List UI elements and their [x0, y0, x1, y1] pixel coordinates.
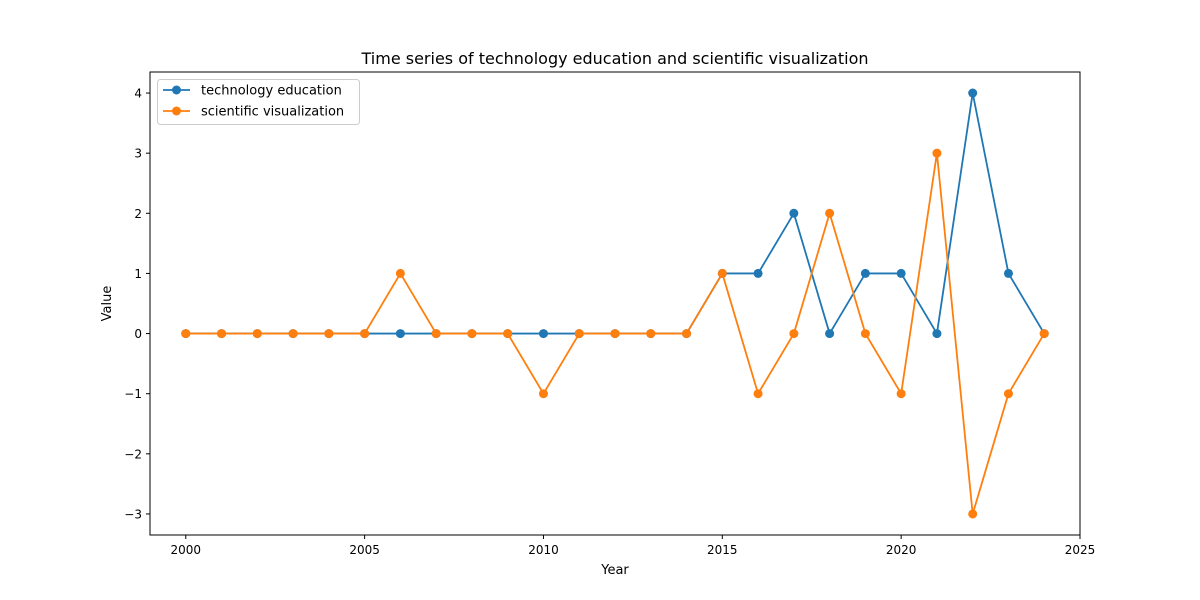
x-tick-label: 2005	[349, 543, 380, 557]
legend-swatch-marker	[172, 85, 181, 95]
series-2-point	[753, 389, 763, 399]
series-2-point	[431, 329, 441, 339]
series-1-point	[860, 268, 870, 278]
series-2-point	[395, 268, 405, 278]
y-tick-label: 1	[134, 267, 142, 281]
chart-title: Time series of technology education and …	[361, 49, 869, 68]
y-tick-label: −1	[124, 387, 142, 401]
series-2-point	[789, 329, 799, 339]
series-1-point	[896, 268, 906, 278]
series-1-point	[932, 329, 942, 339]
series-2-point	[932, 148, 942, 158]
series-2-point	[968, 509, 978, 519]
y-tick-label: 0	[134, 327, 142, 341]
y-axis-label: Value	[100, 286, 115, 322]
x-tick-label: 2000	[170, 543, 201, 557]
series-1-point	[789, 208, 799, 218]
axes-frame	[149, 71, 1081, 536]
series-2-point	[682, 329, 692, 339]
y-tick-label: 4	[134, 87, 142, 101]
y-tick-label: −2	[124, 447, 142, 461]
series-1-point	[825, 329, 835, 339]
series-2-point	[324, 329, 334, 339]
series-2-point	[467, 329, 477, 339]
x-tick-label: 2020	[886, 543, 917, 557]
series-2-point	[1039, 329, 1049, 339]
y-tick-label: 3	[134, 147, 142, 161]
series-2-point	[825, 208, 835, 218]
series-2-point	[538, 389, 548, 399]
series-2-point	[252, 329, 262, 339]
series-2-point	[646, 329, 656, 339]
series-2-point	[503, 329, 513, 339]
series-2-point	[860, 329, 870, 339]
series-2-point	[896, 389, 906, 399]
series-1-point	[1003, 268, 1013, 278]
series-2-point	[217, 329, 227, 339]
y-tick-label: 2	[134, 207, 142, 221]
series-2-point	[360, 329, 370, 339]
series-1-point	[395, 329, 405, 339]
series-2-point	[610, 329, 620, 339]
y-tick-label: −3	[124, 507, 142, 521]
plot-area	[181, 88, 1049, 519]
x-tick-label: 2025	[1065, 543, 1096, 557]
series-2-point	[574, 329, 584, 339]
x-tick-label: 2010	[528, 543, 559, 557]
series-2-point	[181, 329, 191, 339]
legend: technology education scientific visualiza…	[157, 79, 360, 125]
series-1-point	[538, 329, 548, 339]
x-tick-label: 2015	[707, 543, 738, 557]
y-axis: −3 −2 −1 0 1 2 3 4	[124, 87, 150, 521]
series-1-point	[753, 268, 763, 278]
series-2-point	[717, 268, 727, 278]
series-2-point	[1003, 389, 1013, 399]
legend-swatch-marker	[172, 106, 181, 116]
x-axis-label: Year	[600, 563, 629, 578]
legend-label: scientific visualization	[201, 105, 344, 120]
legend-box	[157, 79, 360, 125]
series-1-point	[968, 88, 978, 98]
legend-label: technology education	[201, 84, 342, 99]
series-2-point	[288, 329, 298, 339]
x-axis: 2000 2005 2010 2015 2020 2025	[170, 535, 1095, 557]
